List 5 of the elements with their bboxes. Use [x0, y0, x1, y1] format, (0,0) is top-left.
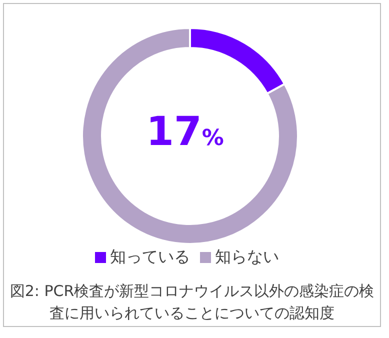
donut-slice [81, 27, 299, 245]
caption: 図2: PCR検査が新型コロナウイルス以外の感染症の検査に用いられていることについての認知度 [8, 281, 376, 324]
data-label: 17% [146, 109, 224, 155]
legend-label: 知っている [110, 247, 190, 266]
legend-label: 知らない [215, 247, 279, 266]
